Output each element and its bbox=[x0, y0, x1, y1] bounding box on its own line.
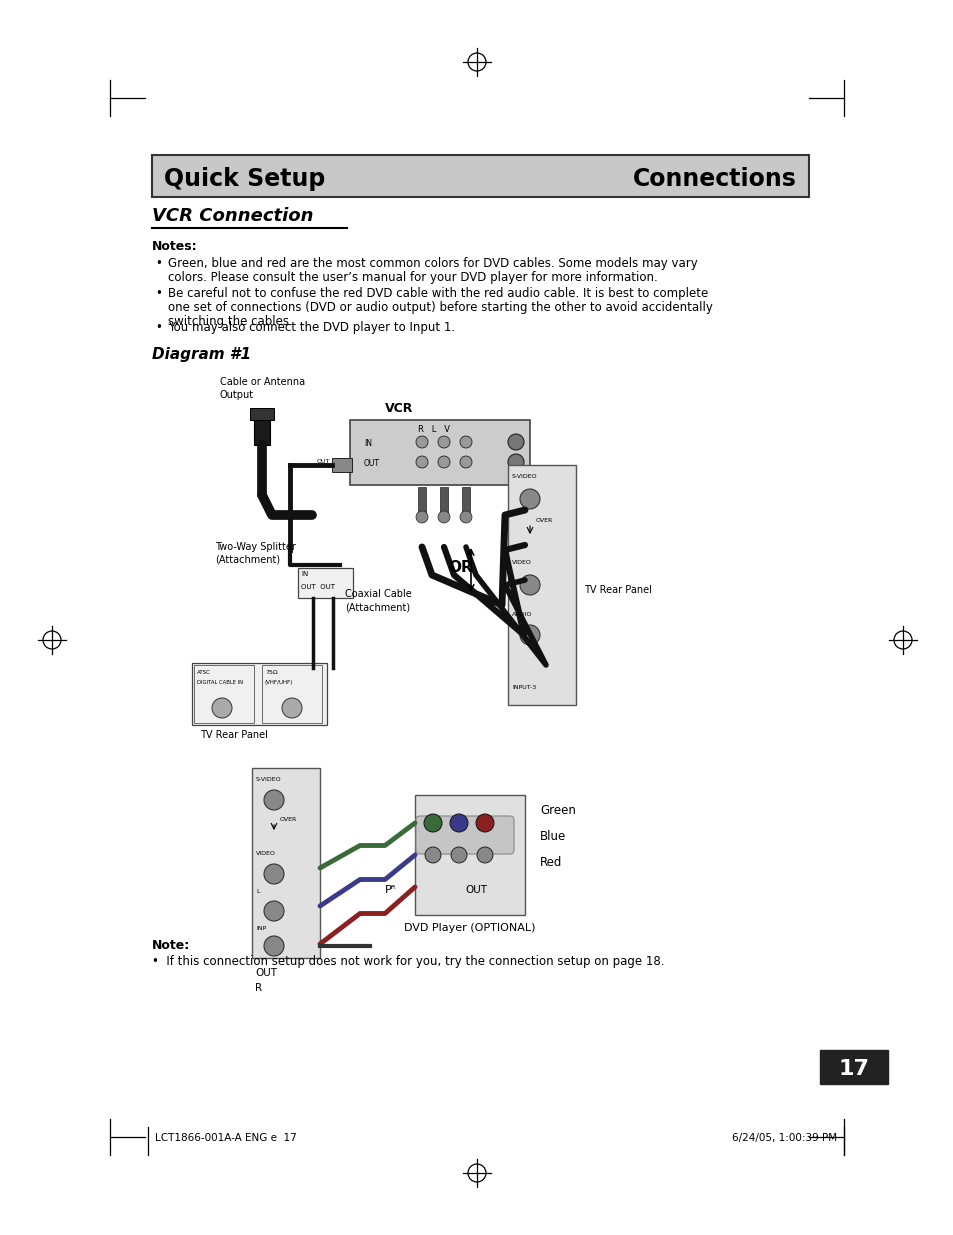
Circle shape bbox=[264, 936, 284, 956]
Text: VIDEO: VIDEO bbox=[255, 851, 275, 856]
Circle shape bbox=[519, 576, 539, 595]
Bar bbox=[152, 156, 808, 198]
Circle shape bbox=[507, 433, 523, 450]
Text: TV Rear Panel: TV Rear Panel bbox=[200, 730, 268, 740]
Text: OUT: OUT bbox=[254, 968, 276, 978]
Text: S-VIDEO: S-VIDEO bbox=[255, 777, 281, 782]
Circle shape bbox=[212, 698, 232, 718]
Text: You may also connect the DVD player to Input 1.: You may also connect the DVD player to I… bbox=[168, 321, 455, 333]
Bar bbox=[507, 466, 576, 705]
Circle shape bbox=[437, 436, 450, 448]
Text: Pᴿ: Pᴿ bbox=[385, 885, 396, 895]
Circle shape bbox=[423, 814, 441, 832]
Circle shape bbox=[507, 454, 523, 471]
Text: OVER: OVER bbox=[280, 818, 297, 823]
Circle shape bbox=[519, 489, 539, 509]
Text: Green: Green bbox=[539, 804, 576, 818]
Circle shape bbox=[416, 436, 428, 448]
Text: Note:: Note: bbox=[152, 939, 190, 952]
Text: INPUT-3: INPUT-3 bbox=[512, 685, 536, 690]
Text: Two-Way Splitter
(Attachment): Two-Way Splitter (Attachment) bbox=[214, 542, 295, 564]
Bar bbox=[252, 768, 319, 958]
Circle shape bbox=[459, 436, 472, 448]
Circle shape bbox=[451, 847, 467, 863]
Bar bbox=[250, 408, 274, 420]
Text: INP: INP bbox=[255, 926, 266, 931]
Text: 17: 17 bbox=[838, 1058, 868, 1079]
Text: R: R bbox=[254, 983, 262, 993]
Text: 75Ω: 75Ω bbox=[265, 671, 277, 676]
Text: R   L   V: R L V bbox=[417, 425, 450, 433]
Bar bbox=[820, 1050, 887, 1084]
Bar bbox=[193, 664, 253, 722]
Text: AUDIO: AUDIO bbox=[512, 613, 532, 618]
Text: •  If this connection setup does not work for you, try the connection setup on p: • If this connection setup does not work… bbox=[152, 955, 664, 968]
Circle shape bbox=[264, 902, 284, 921]
Text: DIGITAL CABLE IN: DIGITAL CABLE IN bbox=[196, 680, 243, 685]
Text: switching the cables.: switching the cables. bbox=[168, 315, 293, 329]
Circle shape bbox=[459, 511, 472, 522]
Text: 6/24/05, 1:00:39 PM: 6/24/05, 1:00:39 PM bbox=[731, 1132, 836, 1144]
Text: ATSC: ATSC bbox=[196, 671, 211, 676]
Circle shape bbox=[459, 456, 472, 468]
Text: one set of connections (DVD or audio output) before starting the other to avoid : one set of connections (DVD or audio out… bbox=[168, 301, 712, 314]
Text: Red: Red bbox=[539, 856, 561, 869]
Text: OUT: OUT bbox=[364, 459, 379, 468]
Text: VCR Connection: VCR Connection bbox=[152, 207, 314, 225]
Text: •: • bbox=[154, 257, 162, 270]
Text: IN: IN bbox=[364, 438, 372, 448]
Text: Cable or Antenna
Output: Cable or Antenna Output bbox=[220, 377, 305, 400]
Circle shape bbox=[450, 814, 468, 832]
Text: Blue: Blue bbox=[539, 830, 566, 844]
Bar bbox=[415, 795, 524, 915]
Text: colors. Please consult the user’s manual for your DVD player for more informatio: colors. Please consult the user’s manual… bbox=[168, 270, 657, 284]
Bar bbox=[417, 487, 426, 517]
Bar bbox=[461, 487, 470, 517]
Text: IN: IN bbox=[301, 571, 308, 577]
Text: TV Rear Panel: TV Rear Panel bbox=[583, 585, 651, 595]
Circle shape bbox=[519, 625, 539, 645]
Text: LCT1866-001A-A ENG e  17: LCT1866-001A-A ENG e 17 bbox=[154, 1132, 296, 1144]
Text: Connections: Connections bbox=[633, 167, 796, 191]
Bar bbox=[350, 420, 530, 485]
Text: •: • bbox=[154, 287, 162, 300]
Text: (VHF/UHF): (VHF/UHF) bbox=[265, 680, 294, 685]
Text: OUT: OUT bbox=[316, 459, 330, 464]
Circle shape bbox=[476, 814, 494, 832]
FancyBboxPatch shape bbox=[416, 816, 514, 853]
Bar bbox=[253, 415, 270, 445]
Text: OR: OR bbox=[448, 559, 473, 576]
Circle shape bbox=[437, 511, 450, 522]
Text: •: • bbox=[154, 321, 162, 333]
Circle shape bbox=[424, 847, 440, 863]
Text: OUT: OUT bbox=[464, 885, 486, 895]
Text: Notes:: Notes: bbox=[152, 240, 197, 253]
Circle shape bbox=[416, 511, 428, 522]
Bar bbox=[332, 458, 352, 472]
Circle shape bbox=[416, 456, 428, 468]
Text: Diagram #1: Diagram #1 bbox=[152, 347, 251, 362]
Text: DVD Player (OPTIONAL): DVD Player (OPTIONAL) bbox=[404, 923, 536, 932]
Text: Coaxial Cable
(Attachment): Coaxial Cable (Attachment) bbox=[345, 589, 412, 613]
Bar bbox=[439, 487, 448, 517]
Circle shape bbox=[476, 847, 493, 863]
Text: VCR: VCR bbox=[385, 403, 413, 415]
Text: S-VIDEO: S-VIDEO bbox=[512, 474, 537, 479]
Text: Be careful not to confuse the red DVD cable with the red audio cable. It is best: Be careful not to confuse the red DVD ca… bbox=[168, 287, 707, 300]
Text: OUT  OUT: OUT OUT bbox=[301, 584, 335, 590]
Text: Green, blue and red are the most common colors for DVD cables. Some models may v: Green, blue and red are the most common … bbox=[168, 257, 697, 270]
Text: L: L bbox=[255, 889, 259, 894]
Bar bbox=[192, 663, 327, 725]
Circle shape bbox=[264, 790, 284, 810]
Text: VIDEO: VIDEO bbox=[512, 559, 532, 564]
Circle shape bbox=[282, 698, 302, 718]
Bar bbox=[297, 568, 353, 598]
Bar bbox=[262, 664, 322, 722]
Text: OVER: OVER bbox=[536, 517, 553, 522]
Circle shape bbox=[264, 864, 284, 884]
Text: Quick Setup: Quick Setup bbox=[164, 167, 325, 191]
Circle shape bbox=[437, 456, 450, 468]
